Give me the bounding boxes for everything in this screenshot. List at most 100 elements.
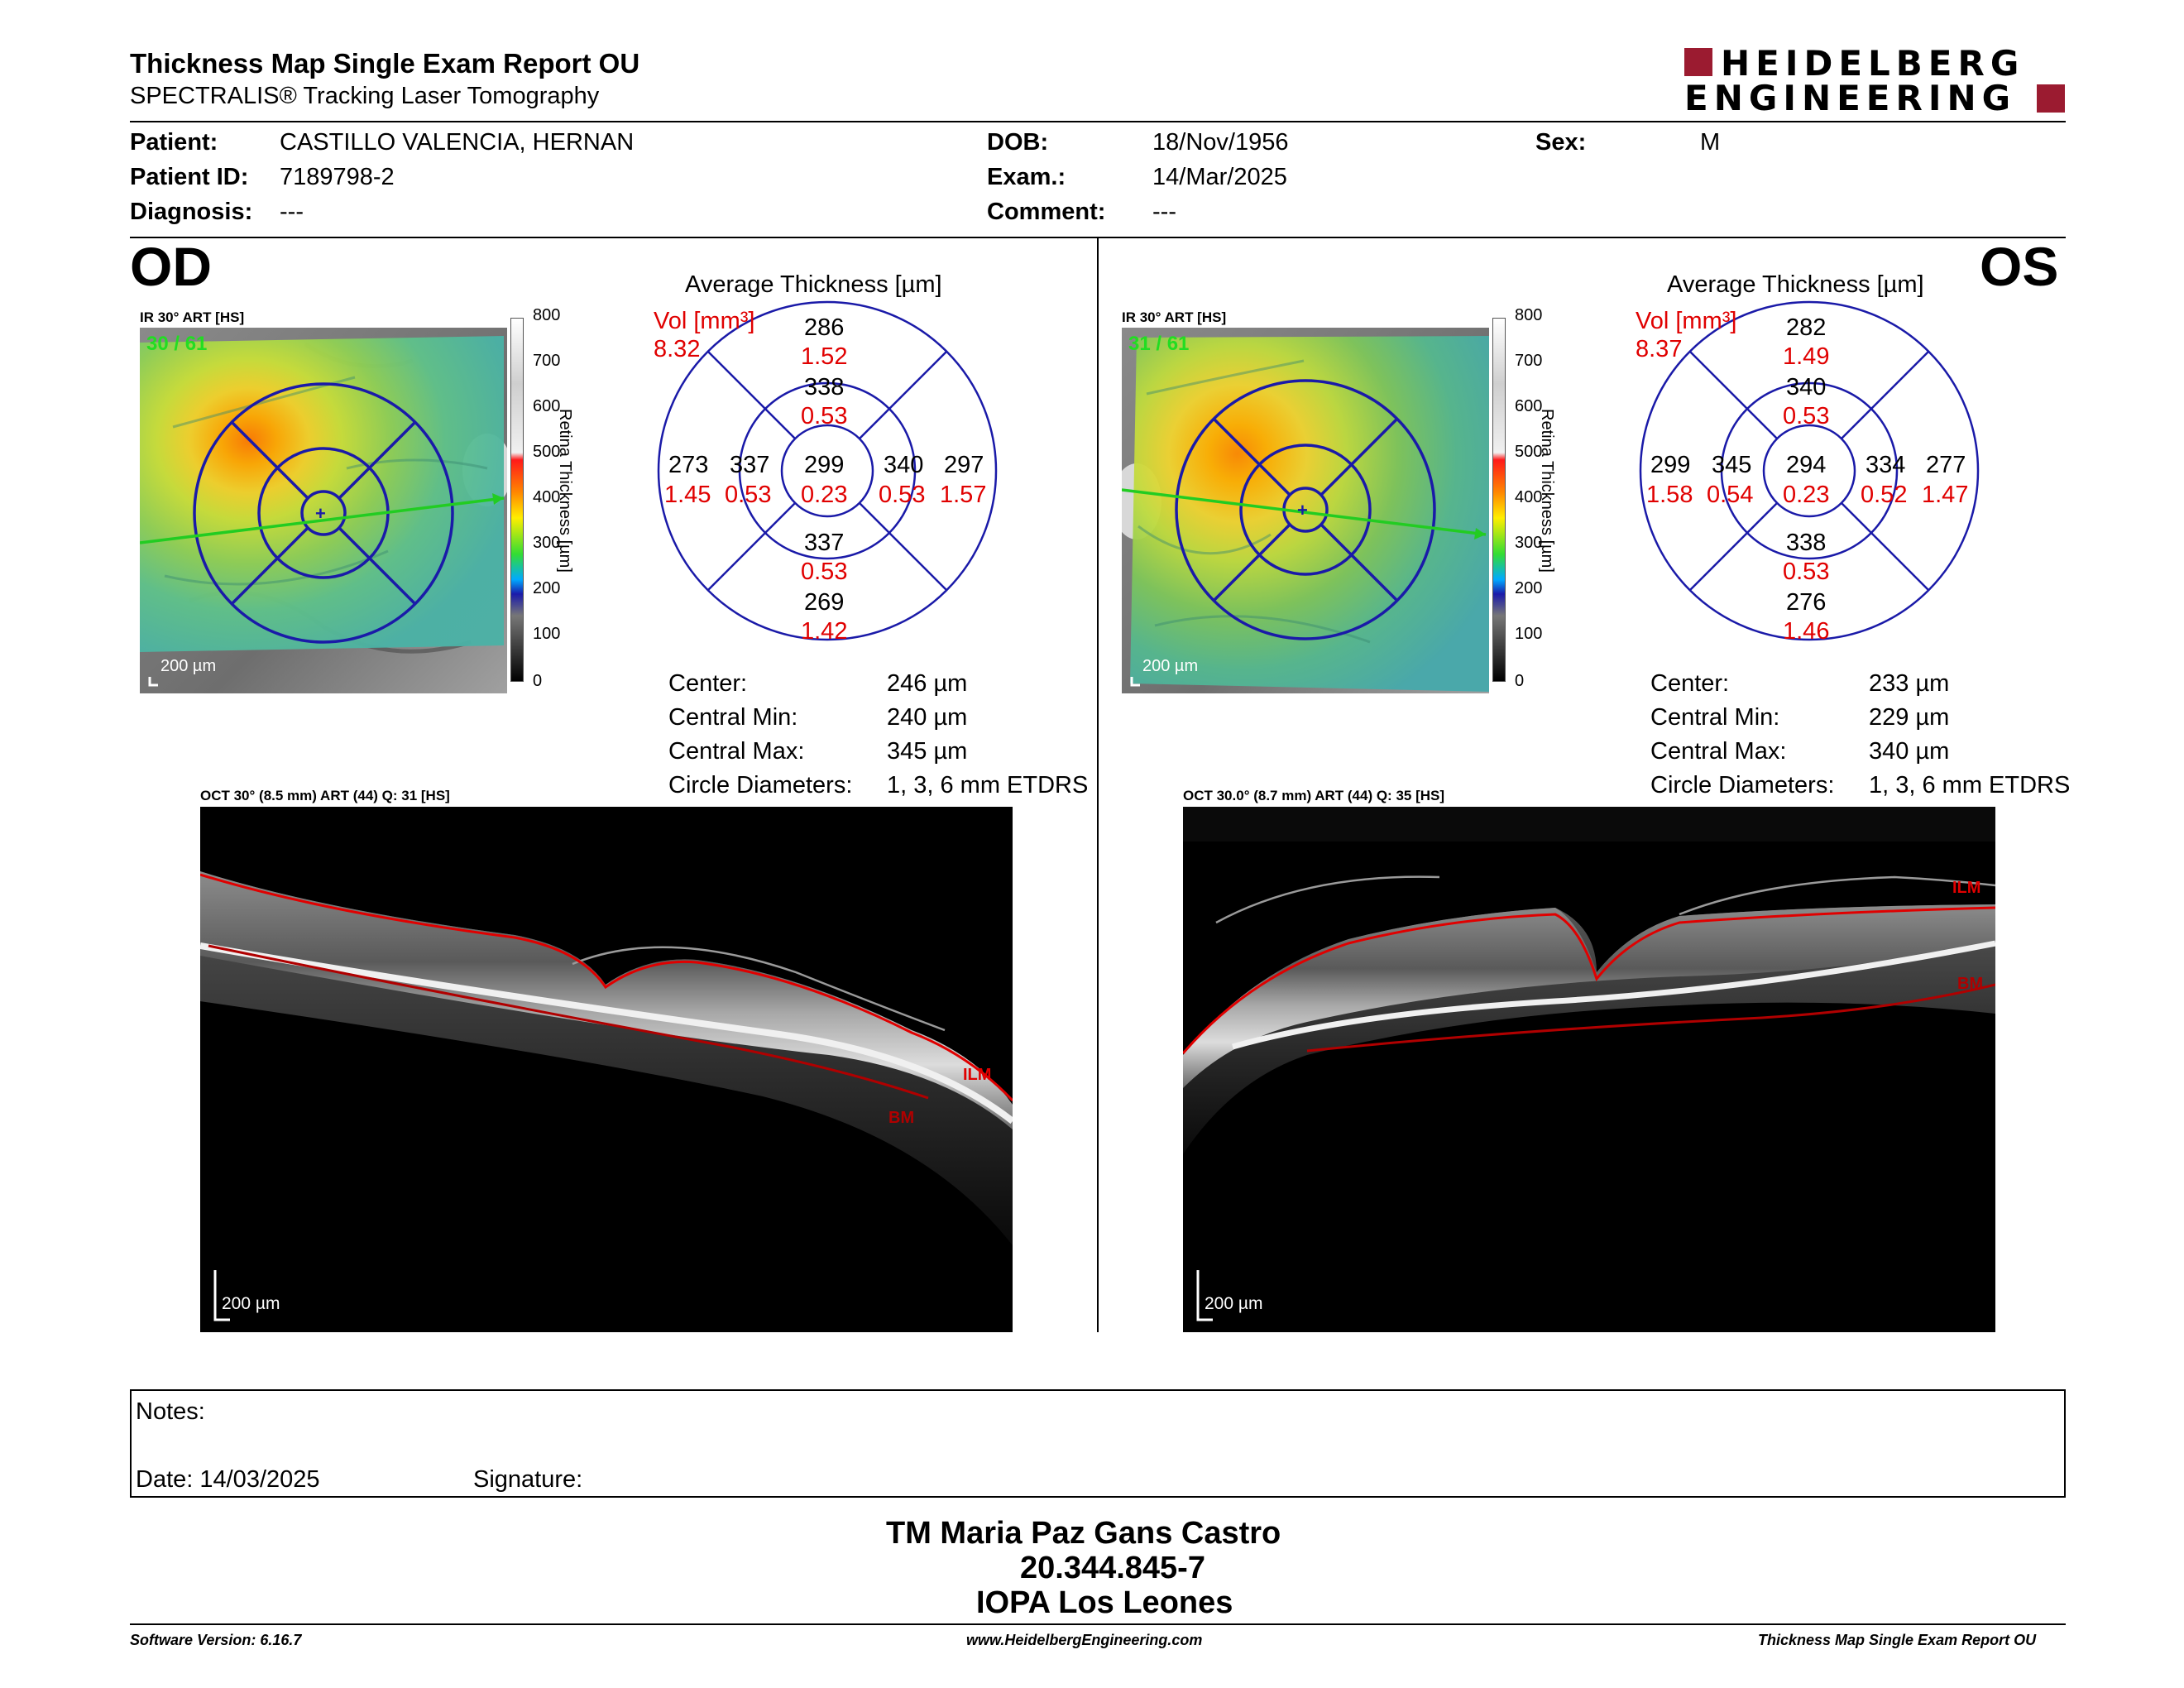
sex-value: M — [1700, 129, 1721, 156]
circle-diam-value-os: 1, 3, 6 mm ETDRS — [1869, 772, 2071, 798]
colorbar-tick-0-od: 0 — [533, 672, 543, 690]
ir-label-od: IR 30° ART [HS] — [140, 309, 245, 325]
ir-thickness-map-os: + — [1122, 328, 1489, 693]
colorbar-tick-0-os: 0 — [1515, 672, 1525, 690]
sector-sup-outer-vol-od: 1.52 — [801, 343, 848, 370]
sector-nas-inner-vol-os: 0.52 — [1861, 482, 1908, 508]
patient-id-label: Patient ID: — [130, 164, 249, 190]
notes-box[interactable] — [130, 1389, 2066, 1498]
colorbar-tick-800-od: 800 — [533, 306, 561, 324]
sex-label: Sex: — [1535, 129, 1587, 156]
sector-sup-inner-od: 338 — [804, 374, 845, 400]
ir-quality-os: 31 / 61 — [1128, 333, 1190, 355]
circle-diam-value-od: 1, 3, 6 mm ETDRS — [887, 772, 1089, 798]
colorbar-os — [1492, 318, 1506, 682]
ir-quality-od: 30 / 61 — [146, 333, 208, 355]
central-max-value-od: 345 µm — [887, 738, 968, 765]
sector-sup-inner-vol-od: 0.53 — [801, 403, 848, 429]
sector-sup-outer-vol-os: 1.49 — [1783, 343, 1830, 370]
colorbar-tick-600-os: 600 — [1515, 397, 1543, 415]
sector-temp-outer-vol-os: 1.58 — [1646, 482, 1693, 508]
colorbar-tick-700-os: 700 — [1515, 352, 1543, 370]
exam-value: 14/Mar/2025 — [1152, 164, 1287, 190]
avg-thickness-title-od: Average Thickness [µm] — [685, 271, 942, 298]
colorbar-tick-600-od: 600 — [533, 397, 561, 415]
colorbar-tick-500-os: 500 — [1515, 443, 1543, 461]
sector-center-os: 294 — [1786, 452, 1827, 478]
sector-sup-inner-os: 340 — [1786, 374, 1827, 400]
stamp-clinic: IOPA Los Leones — [976, 1585, 1233, 1620]
sector-inf-inner-os: 338 — [1786, 530, 1827, 556]
exam-label: Exam.: — [987, 164, 1066, 190]
diagnosis-value: --- — [280, 199, 304, 225]
website-link[interactable]: www.HeidelbergEngineering.com — [966, 1632, 1203, 1648]
vol-label-os: Vol [mm³] — [1636, 308, 1737, 334]
colorbar-label-os: Retina Thickness [µm] — [1538, 409, 1556, 573]
signature-label: Signature: — [473, 1466, 583, 1493]
central-max-value-os: 340 µm — [1869, 738, 1950, 765]
sector-inf-outer-vol-od: 1.42 — [801, 618, 848, 645]
vol-value-os: 8.37 — [1636, 336, 1683, 362]
eye-label-od: OD — [130, 236, 212, 297]
central-max-label-os: Central Max: — [1650, 738, 1787, 765]
eye-divider — [1097, 238, 1099, 1332]
central-min-value-os: 229 µm — [1869, 704, 1950, 731]
colorbar-tick-800-os: 800 — [1515, 306, 1543, 324]
dob-label: DOB: — [987, 129, 1049, 156]
avg-thickness-title-os: Average Thickness [µm] — [1667, 271, 1924, 298]
vol-label-od: Vol [mm³] — [654, 308, 755, 334]
header-divider — [130, 121, 2066, 122]
footer-report-name: Thickness Map Single Exam Report OU — [1758, 1632, 2037, 1648]
sector-inf-outer-od: 269 — [804, 589, 845, 616]
ir-scale-os: 200 µm — [1142, 657, 1199, 675]
colorbar-tick-300-od: 300 — [533, 534, 561, 552]
ir-thickness-map-od: + — [140, 328, 507, 693]
colorbar-tick-100-os: 100 — [1515, 625, 1543, 643]
report-subtitle: SPECTRALIS® Tracking Laser Tomography — [130, 83, 600, 109]
etdrs-grid-od — [657, 300, 998, 641]
sector-temp-inner-od: 337 — [730, 452, 770, 478]
oct-bscan-os — [1183, 807, 1995, 1332]
colorbar-tick-700-od: 700 — [533, 352, 561, 370]
date-label: Date: 14/03/2025 — [136, 1466, 320, 1493]
sector-inf-inner-od: 337 — [804, 530, 845, 556]
diagnosis-label: Diagnosis: — [130, 199, 253, 225]
circle-diam-label-od: Circle Diameters: — [668, 772, 853, 798]
logo-line-2: ENGINEERING — [1684, 78, 2017, 118]
sector-nas-outer-od: 297 — [944, 452, 984, 478]
colorbar-tick-500-od: 500 — [533, 443, 561, 461]
central-max-label-od: Central Max: — [668, 738, 805, 765]
patient-divider — [130, 237, 2066, 238]
colorbar-label-od: Retina Thickness [µm] — [556, 409, 574, 573]
patient-name: CASTILLO VALENCIA, HERNAN — [280, 129, 635, 156]
notes-label: Notes: — [136, 1398, 205, 1425]
oct-scale-od: 200 µm — [222, 1294, 280, 1313]
bm-label-os: BM — [1957, 975, 1984, 993]
vol-value-od: 8.32 — [654, 336, 701, 362]
patient-label: Patient: — [130, 129, 218, 156]
sector-nas-inner-os: 334 — [1866, 452, 1906, 478]
sector-center-vol-os: 0.23 — [1783, 482, 1830, 508]
report-title: Thickness Map Single Exam Report OU — [130, 48, 640, 79]
circle-diam-label-os: Circle Diameters: — [1650, 772, 1835, 798]
sector-nas-outer-vol-od: 1.57 — [940, 482, 987, 508]
sector-inf-inner-vol-od: 0.53 — [801, 559, 848, 585]
sector-temp-inner-vol-os: 0.54 — [1707, 482, 1754, 508]
sector-inf-outer-os: 276 — [1786, 589, 1827, 616]
center-value-od: 246 µm — [887, 670, 968, 697]
colorbar-tick-200-os: 200 — [1515, 579, 1543, 597]
etdrs-grid-os — [1639, 300, 1980, 641]
sector-nas-outer-os: 277 — [1926, 452, 1966, 478]
footer-divider — [130, 1623, 2066, 1625]
colorbar-tick-400-od: 400 — [533, 488, 561, 506]
oct-label-od: OCT 30° (8.5 mm) ART (44) Q: 31 [HS] — [200, 788, 450, 803]
sector-temp-inner-os: 345 — [1712, 452, 1752, 478]
sector-temp-outer-os: 299 — [1650, 452, 1691, 478]
sector-nas-outer-vol-os: 1.47 — [1922, 482, 1969, 508]
sector-inf-outer-vol-os: 1.46 — [1783, 618, 1830, 645]
center-value-os: 233 µm — [1869, 670, 1950, 697]
oct-label-os: OCT 30.0° (8.7 mm) ART (44) Q: 35 [HS] — [1183, 788, 1445, 803]
heidelberg-logo: HEIDELBERG ENGINEERING — [1684, 43, 2065, 118]
comment-label: Comment: — [987, 199, 1106, 225]
sector-center-od: 299 — [804, 452, 845, 478]
